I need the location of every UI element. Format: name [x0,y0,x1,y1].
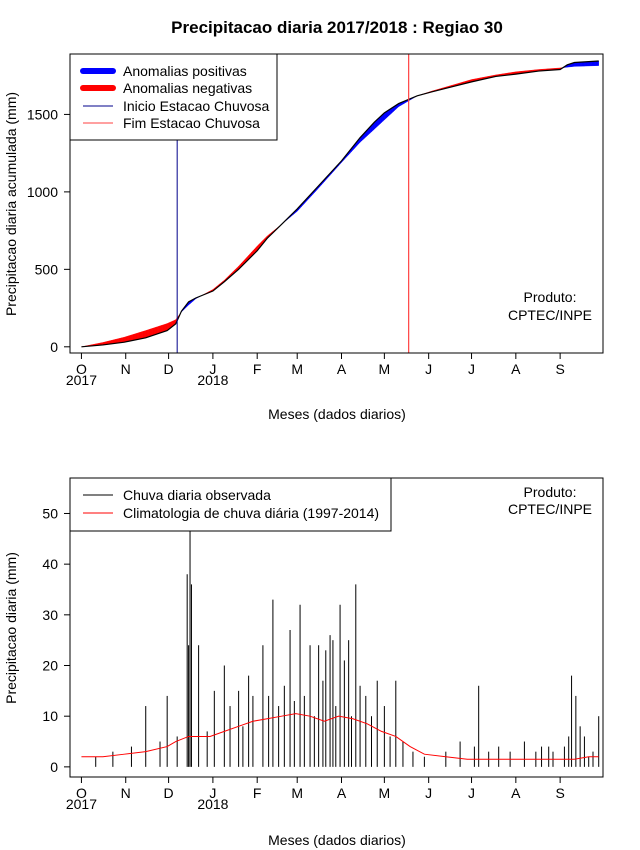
daily-x-axis: O N D J F M A M J J A S 2017 2018 [66,776,565,812]
negative-anomaly-segment [138,332,141,340]
cumulative-year-label: 2018 [197,372,228,388]
daily-y-tick-label: 20 [42,658,58,674]
legend-label-climatology: Climatologia de chuva diária (1997-2014) [123,505,379,521]
negative-anomaly-segment [156,326,159,335]
cumulative-month-label: O [76,361,87,377]
cumulative-chart: 0 500 1000 1500 O N D J F M A M J J A S 2017 2018 Precip… [3,53,604,422]
negative-anomaly-segment [149,328,152,337]
positive-anomaly-segment [594,60,597,66]
negative-anomaly-segment [146,329,149,338]
cumulative-credit-line-1: Produto: [524,289,577,305]
negative-anomaly-segment [128,335,131,342]
negative-anomaly-segment [148,328,151,338]
negative-anomaly-segment [158,325,161,334]
daily-credit-line-1: Produto: [524,484,577,500]
cumulative-month-label: A [337,361,347,377]
cumulative-month-label: S [555,361,564,377]
positive-anomaly-segment [592,61,595,67]
legend-box [69,477,392,532]
cumulative-y-axis-label: Precipitacao diaria acumulada (mm) [3,92,19,316]
daily-month-label: J [425,785,432,801]
cumulative-x-axis-label: Meses (dados diarios) [268,406,406,422]
chart-title: Precipitacao diaria 2017/2018 : Regiao 3… [171,18,503,37]
cumulative-y-axis: 0 500 1000 1500 [27,106,70,355]
cumulative-year-label: 2017 [66,372,97,388]
daily-y-tick-label: 0 [50,759,58,775]
daily-y-axis-label: Precipitacao diaria (mm) [3,552,19,704]
legend-label-observed: Chuva diaria observada [123,487,271,503]
daily-month-label: S [555,785,564,801]
cumulative-month-label: J [425,361,432,377]
daily-month-label: J [209,785,216,801]
daily-y-tick-label: 10 [42,708,58,724]
cumulative-month-label: D [164,361,174,377]
cumulative-y-tick-label: 1000 [27,184,58,200]
daily-month-label: O [76,785,87,801]
negative-anomaly-segment [144,330,146,339]
negative-anomaly-segment [142,330,145,339]
negative-anomaly-segment [122,336,125,343]
cumulative-month-label: J [209,361,216,377]
daily-y-tick-label: 50 [42,505,58,521]
daily-month-label: F [253,785,262,801]
daily-legend: Chuva diaria observada Climatologia de c… [69,477,392,532]
legend-label-start: Inicio Estacao Chuvosa [123,98,270,114]
cumulative-marks [81,54,599,353]
negative-anomaly-segment [132,333,135,341]
cumulative-month-label: F [253,361,262,377]
daily-month-label: D [164,785,174,801]
negative-anomaly-segment [151,327,154,337]
cumulative-month-label: A [511,361,521,377]
negative-anomaly-segment [134,333,136,341]
cumulative-y-tick-label: 1500 [27,106,58,122]
daily-y-axis: 0 10 20 30 40 50 [42,505,70,775]
cumulative-month-label: M [379,361,391,377]
daily-x-axis-label: Meses (dados diarios) [268,832,406,848]
daily-month-label: N [121,785,131,801]
cumulative-credit-line-2: CPTEC/INPE [508,307,592,323]
daily-y-tick-label: 30 [42,607,58,623]
daily-chart: 0 10 20 30 40 50 O N D J F M A M J J A S 2017 2018 Precipi… [3,477,604,848]
legend-label-negative: Anomalias negativas [123,80,252,96]
cumulative-month-label: M [291,361,303,377]
negative-anomaly-segment [165,323,168,332]
negative-anomaly-segment [131,334,134,341]
negative-anomaly-segment [141,331,144,339]
negative-anomaly-segment [154,327,156,336]
negative-anomaly-segment [136,332,139,340]
positive-anomaly-segment [595,60,598,66]
daily-month-label: J [468,785,475,801]
negative-anomaly-segment [129,334,132,342]
negative-anomaly-segment [159,325,162,334]
negative-anomaly-segment [162,324,165,333]
legend-label-end: Fim Estacao Chuvosa [123,115,260,131]
daily-credit-line-2: CPTEC/INPE [508,501,592,517]
daily-year-label: 2018 [197,796,228,812]
positive-anomaly-segment [597,60,599,66]
daily-marks [81,528,600,767]
negative-anomaly-segment [161,324,164,333]
cumulative-month-label: J [468,361,475,377]
daily-month-label: A [337,785,347,801]
negative-anomaly-segment [135,332,138,341]
daily-month-label: M [291,785,303,801]
negative-anomaly-segment [145,329,148,339]
cumulative-x-axis: O N D J F M A M J J A S 2017 2018 [66,352,565,388]
cumulative-y-tick-label: 500 [35,261,59,277]
negative-anomaly-segment [155,326,158,335]
negative-anomaly-segment [152,327,155,336]
daily-year-label: 2017 [66,796,97,812]
legend-label-positive: Anomalias positivas [123,63,247,79]
cumulative-month-label: N [121,361,131,377]
daily-month-label: A [511,785,521,801]
climatology-daily-line [81,713,599,760]
daily-y-tick-label: 40 [42,556,58,572]
cumulative-legend: Anomalias positivas Anomalias negativas … [69,53,278,141]
daily-month-label: M [379,785,391,801]
negative-anomaly-segment [164,323,166,332]
negative-anomaly-segment [139,331,142,340]
cumulative-y-tick-label: 0 [50,339,58,355]
positive-anomaly-segment [591,61,594,67]
